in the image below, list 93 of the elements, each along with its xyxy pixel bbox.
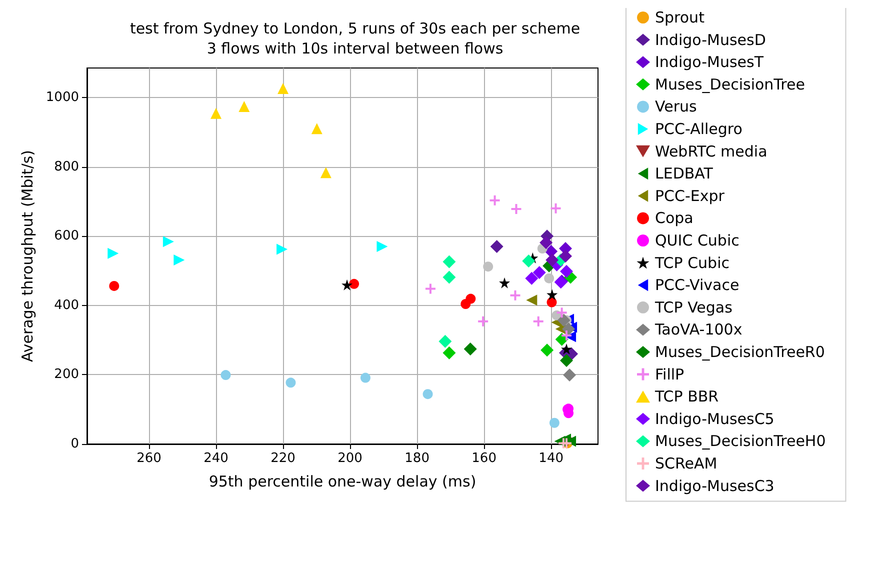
point (550, 203, 561, 214)
x-tick-label: 200 (338, 451, 362, 466)
point (464, 342, 477, 356)
legend-label: Indigo-MusesT (655, 53, 764, 72)
point (442, 346, 456, 360)
y-tick-label: 400 (54, 298, 79, 313)
point (276, 244, 288, 255)
point (108, 248, 119, 259)
point (438, 334, 452, 348)
point (558, 438, 568, 448)
x-tick-label: 140 (538, 451, 564, 466)
legend-label: TaoVA-100x (654, 320, 742, 339)
point (162, 236, 174, 248)
legend-label: PCC-Vivace (655, 276, 740, 294)
point (311, 123, 322, 134)
point (533, 316, 544, 326)
point (546, 289, 558, 300)
point (546, 253, 559, 266)
point (220, 370, 231, 380)
point (342, 279, 353, 290)
legend-label: PCC-Expr (655, 186, 726, 205)
y-axis-title: Average throughput (Mbit/s) (18, 150, 37, 362)
legend-label: Indigo-MusesC3 (655, 476, 774, 495)
point (490, 195, 500, 206)
legend-label: Muses_DecisionTree (655, 75, 805, 94)
point (562, 322, 576, 336)
legend-label: Indigo-MusesC5 (655, 410, 774, 428)
point (442, 270, 456, 284)
point (422, 389, 433, 400)
y-tick-label: 1000 (46, 90, 79, 105)
point (376, 240, 388, 252)
point (466, 294, 476, 304)
y-tick-label: 200 (54, 367, 79, 382)
legend-label: TCP BBR (654, 388, 719, 406)
legend-label: PCC-Allegro (655, 120, 742, 138)
x-tick-label: 180 (404, 451, 430, 466)
point (540, 236, 553, 250)
point (560, 354, 573, 367)
point (560, 264, 573, 278)
legend-label: TCP Cubic (654, 254, 730, 272)
point (425, 284, 436, 294)
chart-title: test from Sydney to London, 5 runs of 30s each per scheme (130, 20, 580, 38)
legend-label: Indigo-MusesD (655, 30, 766, 49)
point (442, 255, 456, 268)
point (483, 262, 494, 272)
point (286, 378, 296, 388)
point (349, 278, 360, 289)
point (557, 314, 570, 327)
legend-label: Muses_DecisionTreeR0 (655, 343, 825, 361)
point (522, 254, 536, 268)
legend-label: Muses_DecisionTreeH0 (655, 432, 826, 450)
point (532, 266, 546, 279)
point (278, 82, 289, 94)
y-tick-label: 0 (70, 436, 79, 452)
legend-label: WebRTC media (655, 142, 768, 160)
point (210, 108, 222, 119)
legend-label: FillP (655, 365, 684, 384)
x-tick-label: 220 (270, 451, 296, 466)
point (511, 204, 522, 214)
point (540, 344, 554, 357)
point (549, 418, 560, 428)
point (510, 290, 520, 300)
legend-label: Verus (655, 98, 697, 116)
legend-label: LEDBAT (655, 164, 714, 183)
chart-subtitle: 3 flows with 10s interval between flows (206, 40, 504, 58)
x-tick-label: 160 (472, 451, 496, 466)
point (174, 254, 185, 266)
legend-label: Copa (655, 209, 694, 228)
legend-label: QUIC Cubic (655, 232, 740, 250)
x-tick-label: 240 (204, 451, 228, 466)
point (238, 100, 250, 112)
x-tick-label: 260 (136, 451, 162, 466)
legend-label: Sprout (655, 8, 705, 26)
point (360, 372, 370, 383)
point (544, 273, 554, 284)
point (556, 308, 567, 318)
point (490, 240, 504, 253)
point (526, 294, 538, 306)
point (499, 277, 510, 288)
point (561, 344, 572, 355)
point (563, 368, 576, 382)
point (562, 330, 572, 341)
point (546, 297, 557, 308)
point (109, 280, 120, 291)
legend-label: SCReAM (655, 454, 718, 472)
point (558, 250, 572, 263)
point (320, 167, 332, 178)
y-tick-label: 800 (54, 159, 79, 174)
legend-label: TCP Vegas (654, 298, 733, 316)
point (525, 272, 538, 285)
y-tick-label: 600 (54, 228, 79, 244)
point (478, 316, 488, 326)
x-axis-title: 95th percentile one-way delay (ms) (208, 472, 476, 490)
